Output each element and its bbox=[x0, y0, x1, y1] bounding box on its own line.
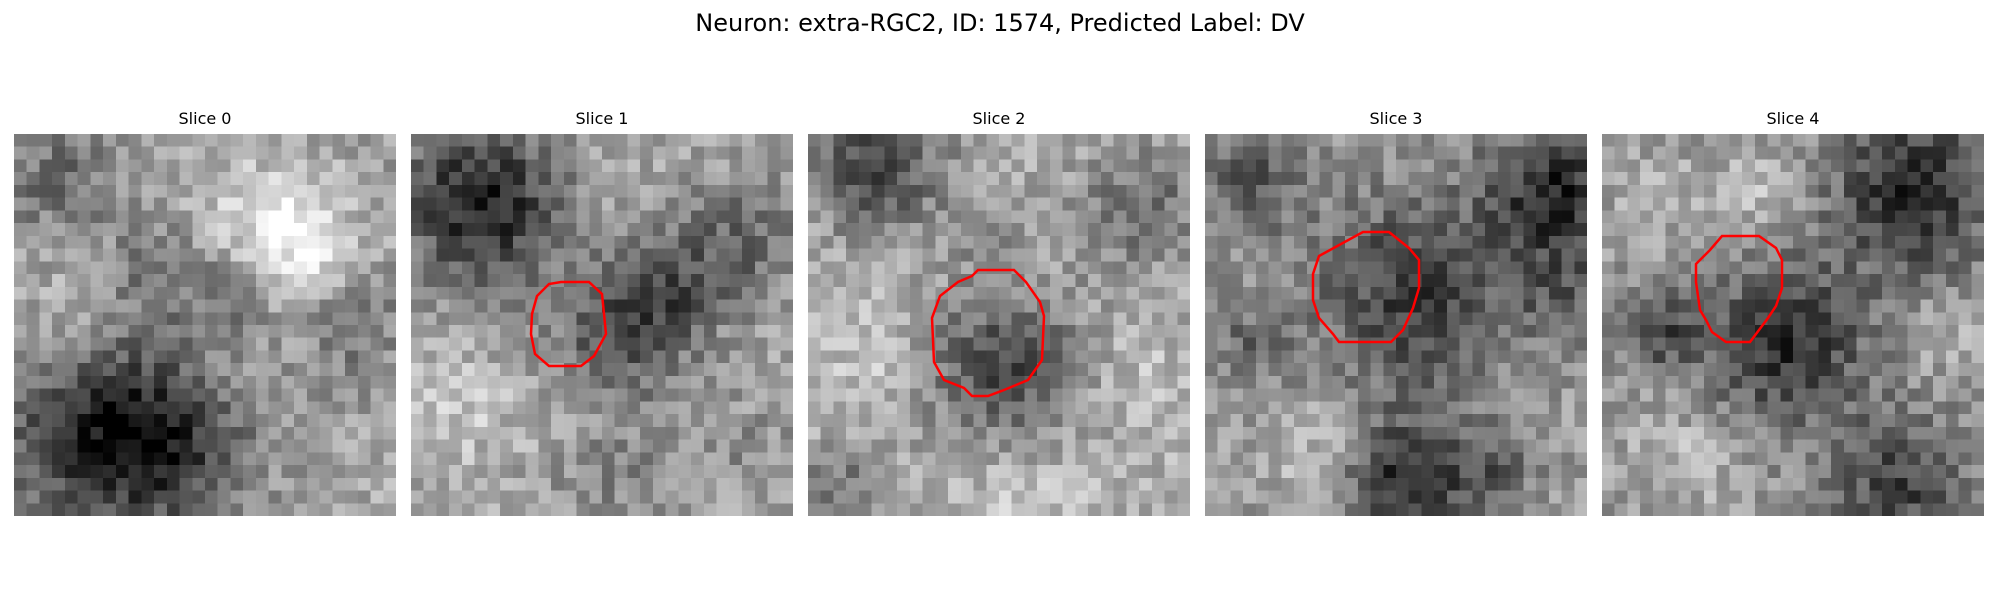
slice-title: Slice 0 bbox=[178, 109, 232, 128]
slice-panel-4: Slice 4 bbox=[1602, 108, 1984, 516]
slice-panel-1: Slice 1 bbox=[411, 108, 793, 516]
roi-contour bbox=[1311, 230, 1421, 344]
slice-panel-3: Slice 3 bbox=[1205, 108, 1587, 516]
slice-title: Slice 2 bbox=[972, 109, 1026, 128]
figure-title: Neuron: extra-RGC2, ID: 1574, Predicted … bbox=[695, 9, 1305, 37]
slice-title: Slice 1 bbox=[575, 109, 629, 128]
slice-image-4 bbox=[1602, 134, 1984, 516]
roi-contour-overlay bbox=[1694, 234, 1784, 344]
slice-title: Slice 3 bbox=[1369, 109, 1423, 128]
roi-contour-overlay bbox=[529, 280, 608, 368]
roi-contour bbox=[529, 280, 608, 368]
slice-image-0 bbox=[14, 134, 396, 516]
slice-image-2 bbox=[808, 134, 1190, 516]
slice-image-3 bbox=[1205, 134, 1587, 516]
roi-contour bbox=[930, 268, 1046, 398]
grayscale-slice-image bbox=[14, 134, 396, 516]
roi-contour-overlay bbox=[930, 268, 1046, 398]
grayscale-slice-image bbox=[1602, 134, 1984, 516]
slice-image-1 bbox=[411, 134, 793, 516]
grayscale-slice-image bbox=[411, 134, 793, 516]
roi-contour bbox=[1694, 234, 1784, 344]
grayscale-slice-image bbox=[808, 134, 1190, 516]
slice-title: Slice 4 bbox=[1766, 109, 1820, 128]
roi-contour-overlay bbox=[1311, 230, 1421, 344]
slice-panel-0: Slice 0 bbox=[14, 108, 396, 516]
grayscale-slice-image bbox=[1205, 134, 1587, 516]
slice-panel-2: Slice 2 bbox=[808, 108, 1190, 516]
